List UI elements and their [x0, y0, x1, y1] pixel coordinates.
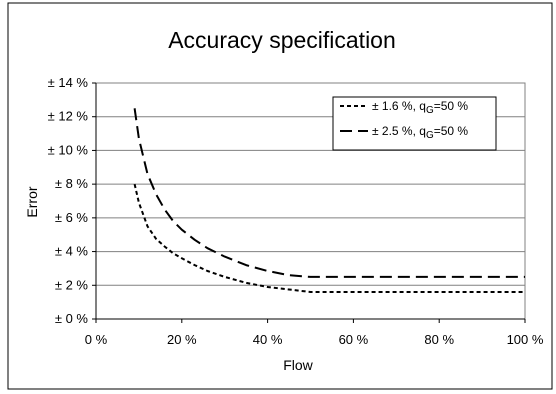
- x-axis-label: Flow: [283, 357, 313, 373]
- y-tick-label: ± 4 %: [55, 244, 89, 259]
- chart-frame: [7, 2, 553, 390]
- legend-label-2: ± 2.5 %, qG=50 %: [372, 124, 468, 141]
- y-tick-label: ± 0 %: [55, 311, 89, 326]
- plot-area: [92, 82, 526, 323]
- legend: ± 1.6 %, qG=50 % ± 2.5 %, qG=50 %: [332, 96, 497, 151]
- y-axis-label: Error: [24, 186, 40, 217]
- y-tick-label: ± 14 %: [48, 75, 89, 90]
- series-lines: [133, 108, 525, 293]
- x-tick-label: 60 %: [339, 332, 369, 347]
- x-tick-label: 80 %: [424, 332, 454, 347]
- y-tick-label: ± 12 %: [48, 109, 89, 124]
- chart-title: Accuracy specification: [168, 27, 396, 53]
- legend-label-1: ± 1.6 %, qG=50 %: [372, 99, 468, 116]
- x-tick-label: 100 %: [507, 332, 544, 347]
- series-line-1: [133, 183, 525, 293]
- legend-box: [332, 96, 497, 151]
- x-tick-label: 40 %: [253, 332, 283, 347]
- y-tick-label: ± 8 %: [55, 176, 89, 191]
- x-tick-label: 20 %: [167, 332, 197, 347]
- y-tick-labels: ± 0 % ± 2 % ± 4 % ± 6 % ± 8 % ± 10 % ± 12 % ± 1…: [48, 75, 89, 326]
- y-tick-label: ± 6 %: [55, 210, 89, 225]
- y-tick-label: ± 2 %: [55, 277, 89, 292]
- x-tick-labels: 0 % 20 % 40 % 60 % 80 % 100 %: [85, 332, 544, 347]
- y-tick-label: ± 10 %: [48, 142, 89, 157]
- x-tick-label: 0 %: [85, 332, 108, 347]
- series-line-2: [133, 108, 525, 278]
